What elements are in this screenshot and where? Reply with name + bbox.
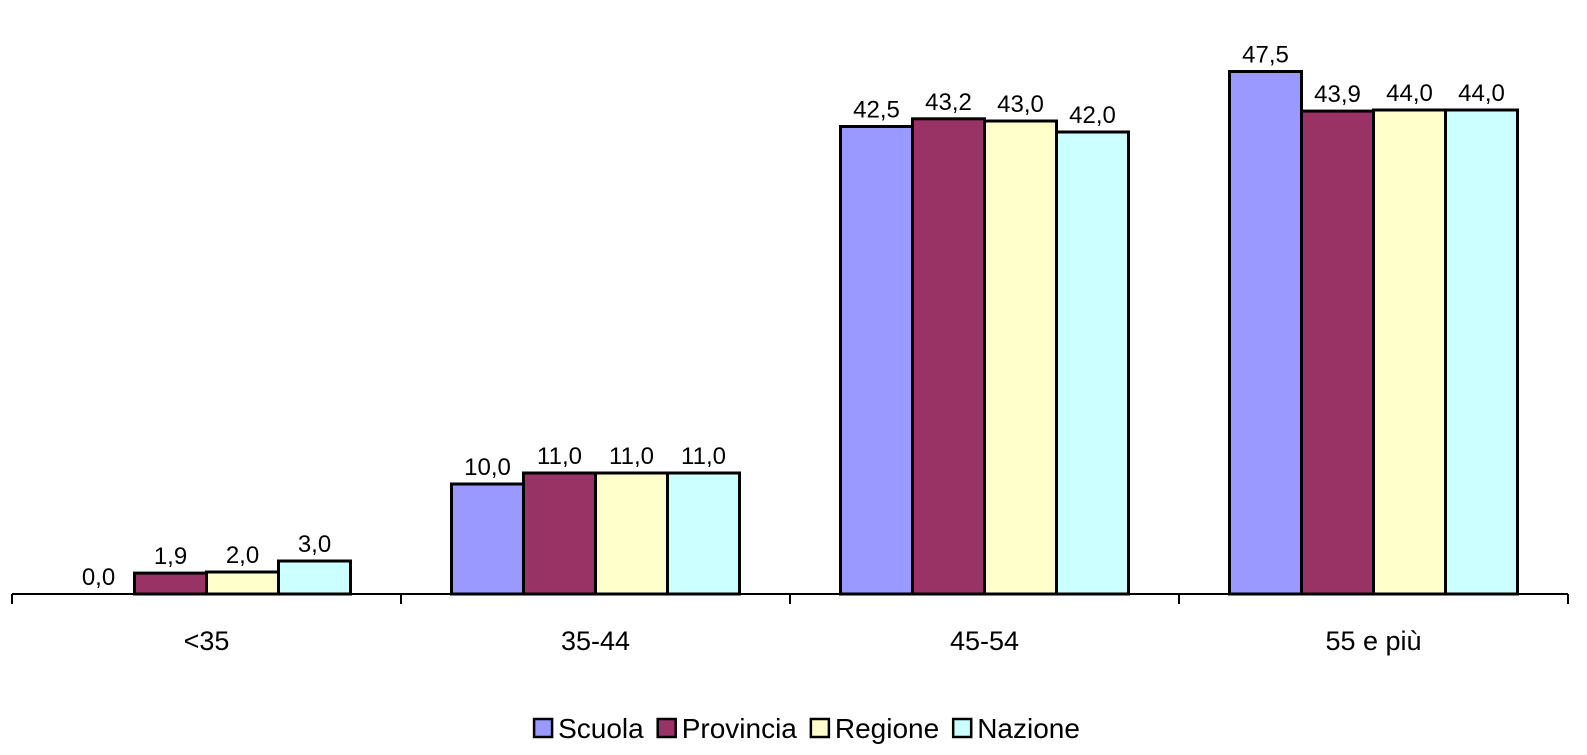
bar-scuola-35-44: [450, 482, 525, 596]
x-tick-label-45-54: 45-54: [950, 626, 1019, 656]
data-label-nazione-35-44: 11,0: [681, 443, 726, 470]
x-tick-label-35: <35: [184, 626, 230, 656]
data-label-scuola-55-e-pi: 47,5: [1242, 42, 1289, 69]
legend-swatch-nazione: [951, 717, 973, 739]
data-label-provincia-45-54: 43,2: [925, 89, 972, 116]
bar-regione-35-44: [594, 471, 669, 596]
bar-regione-55-e-pi: [1372, 108, 1447, 596]
data-label-scuola-45-54: 42,5: [853, 97, 900, 124]
data-label-provincia-55-e-pi: 43,9: [1314, 81, 1361, 108]
bars-group: 0,0 1,9 2,0 3,0 10,0 11,0 11,0 11,0 42,5 43,2 43,0…: [82, 42, 1519, 596]
bar-provincia-35-44: [522, 471, 597, 596]
bar-provincia-35: [133, 571, 208, 596]
data-label-regione-35: 2,0: [226, 542, 259, 569]
data-label-regione-45-54: 43,0: [997, 91, 1044, 118]
data-label-scuola-35-44: 10,0: [464, 454, 511, 481]
bar-nazione-45-54: [1055, 130, 1130, 596]
bar-nazione-35-44: [666, 471, 741, 596]
x-tick-label-55-e-pi: 55 e più: [1325, 626, 1421, 656]
legend-label-provincia: Provincia: [682, 713, 798, 744]
legend: Scuola Provincia Regione Nazione: [532, 713, 1080, 744]
bar-regione-45-54: [983, 119, 1058, 596]
bar-scuola-45-54: [839, 125, 914, 596]
legend-swatch-regione: [809, 717, 831, 739]
data-label-provincia-35: 1,9: [154, 543, 187, 570]
bar-regione-35: [205, 570, 280, 596]
legend-label-regione: Regione: [835, 713, 939, 744]
data-label-regione-35-44: 11,0: [609, 443, 654, 470]
bar-nazione-35: [277, 559, 352, 596]
data-label-regione-55-e-pi: 44,0: [1386, 80, 1433, 107]
data-label-nazione-45-54: 42,0: [1069, 102, 1116, 129]
data-label-nazione-35: 3,0: [298, 531, 331, 558]
legend-label-nazione: Nazione: [977, 713, 1080, 744]
bar-provincia-45-54: [911, 117, 986, 596]
legend-label-scuola: Scuola: [558, 713, 644, 744]
x-tick-label-35-44: 35-44: [561, 626, 630, 656]
data-label-scuola-35: 0,0: [82, 564, 115, 591]
x-axis: <35 35-44 45-54 55 e più: [11, 593, 1569, 656]
bar-provincia-55-e-pi: [1300, 109, 1375, 596]
legend-swatch-provincia: [656, 717, 677, 739]
bar-nazione-55-e-pi: [1444, 108, 1519, 596]
data-label-nazione-55-e-pi: 44,0: [1458, 80, 1505, 107]
bar-scuola-55-e-pi: [1228, 70, 1303, 596]
legend-swatch-scuola: [532, 717, 554, 739]
data-label-provincia-35-44: 11,0: [537, 443, 582, 470]
